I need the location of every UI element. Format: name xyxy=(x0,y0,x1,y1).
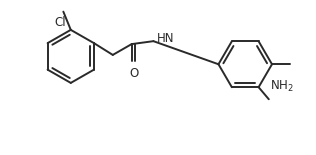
Text: O: O xyxy=(129,67,138,80)
Text: NH$_2$: NH$_2$ xyxy=(270,79,294,94)
Text: HN: HN xyxy=(156,32,174,45)
Text: Cl: Cl xyxy=(55,16,66,29)
